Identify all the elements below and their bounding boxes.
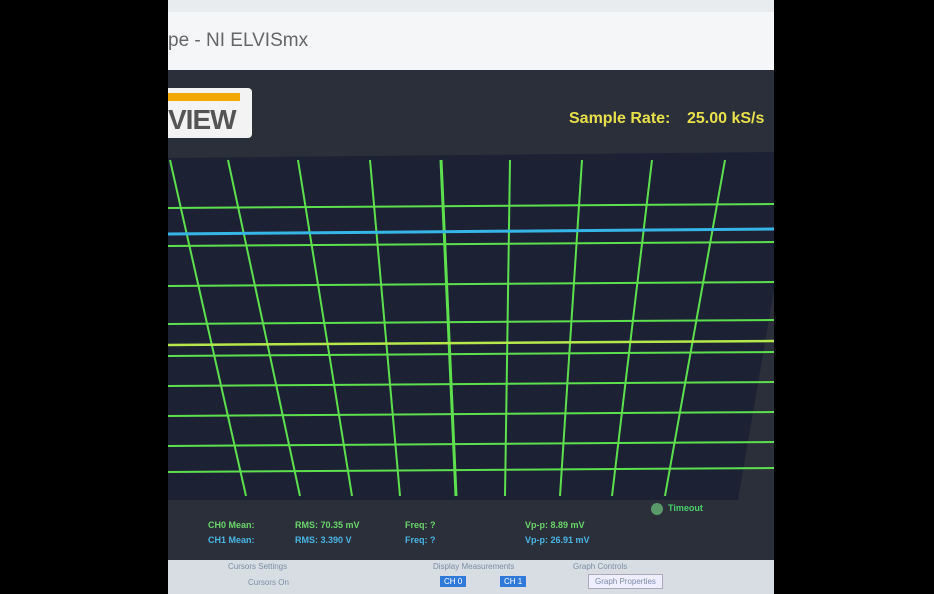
bottom-controls: Cursors Settings Cursors On Display Meas… xyxy=(168,560,774,594)
grid-line xyxy=(504,159,511,497)
section-label: Cursors Settings xyxy=(228,562,288,571)
grid-line xyxy=(559,159,583,497)
logo-text: VIEW xyxy=(168,104,237,135)
grid-line xyxy=(168,351,774,357)
toggle[interactable]: CH 1 xyxy=(500,576,527,587)
checkbox[interactable]: Cursors On xyxy=(248,578,289,587)
measurement: Vp-p: 8.89 mV xyxy=(525,520,585,530)
measurement: CH0 Mean: xyxy=(208,520,255,530)
grid-line xyxy=(168,281,774,287)
toggle[interactable]: CH 0 xyxy=(440,576,467,587)
measurement: Freq: ? xyxy=(405,535,436,545)
grid-line xyxy=(168,467,774,473)
grid-line xyxy=(439,159,458,497)
grid-line xyxy=(168,203,774,209)
logo: VIEW xyxy=(168,88,252,138)
sample-rate-label: Sample Rate: xyxy=(569,110,671,127)
measurement: Freq: ? xyxy=(405,520,436,530)
grid-line xyxy=(297,159,353,497)
measurement: RMS: 3.390 V xyxy=(295,535,352,545)
grid-line xyxy=(168,441,774,447)
ch0-trace xyxy=(168,339,774,347)
grid-line xyxy=(168,319,774,325)
grid-line xyxy=(227,159,301,497)
title-bar: pe - NI ELVISmx xyxy=(168,12,774,70)
section-label: Graph Controls xyxy=(573,562,628,571)
grid-line xyxy=(369,159,401,497)
measurement: CH1 Mean: xyxy=(208,535,255,545)
grid-line xyxy=(611,159,653,497)
grid-line xyxy=(169,159,247,497)
grid-line xyxy=(664,159,726,497)
sample-rate-value: 25.00 kS/s xyxy=(687,110,765,127)
grid-line xyxy=(168,381,774,387)
section-label: Display Measurements xyxy=(433,562,515,571)
monitor-screen: pe - NI ELVISmx VIEW Sample Rate: 25.00 … xyxy=(168,0,774,594)
grid-line xyxy=(168,411,774,417)
ch1-trace xyxy=(168,227,774,236)
timeout-led xyxy=(651,503,663,515)
measurement: RMS: 70.35 mV xyxy=(295,520,360,530)
scope-display xyxy=(168,152,774,515)
grid-line xyxy=(168,241,774,247)
window-title: pe - NI ELVISmx xyxy=(168,30,309,51)
button[interactable]: Graph Properties xyxy=(588,574,663,589)
measurement: Vp-p: 26.91 mV xyxy=(525,535,590,545)
status: Timeout xyxy=(668,503,703,513)
